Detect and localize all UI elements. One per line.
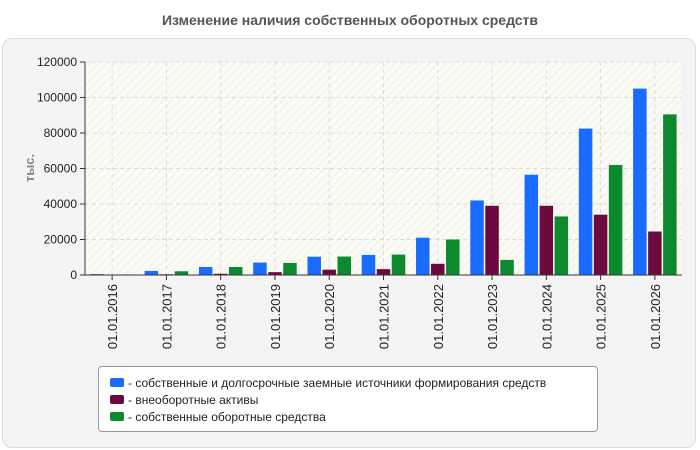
bar-series-3-01.01.2020 <box>337 256 351 275</box>
legend-item: - внеоборотные активы <box>110 391 597 408</box>
bar-series-1-01.01.2024 <box>524 174 539 275</box>
y-axis-label: тыс. <box>22 154 37 182</box>
y-tick-label: 40000 <box>44 197 78 211</box>
legend-item: - собственные и долгосрочные заемные ист… <box>110 374 597 391</box>
x-tick-label: 01.01.2019 <box>268 284 283 349</box>
bar-series-3-01.01.2024 <box>554 216 569 275</box>
bar-series-2-01.01.2025 <box>593 214 608 275</box>
y-tick-label: 20000 <box>44 233 78 247</box>
chart-title: Изменение наличия собственных оборотных … <box>161 12 539 28</box>
bar-series-3-01.01.2023 <box>500 259 514 275</box>
legend-swatch-series-3 <box>110 412 124 421</box>
bar-series-2-01.01.2018 <box>213 273 228 275</box>
legend-label-series-3: - собственные оборотные средства <box>128 409 326 424</box>
y-tick-labels: 0 20000 40000 60000 80000 100000 120000 <box>37 55 85 282</box>
bar-series-3-01.01.2026 <box>663 114 677 275</box>
bar-series-2-01.01.2024 <box>539 205 554 275</box>
bar-series-1-01.01.2023 <box>470 200 484 275</box>
bar-series-2-01.01.2022 <box>431 263 445 275</box>
bar-series-3-01.01.2019 <box>283 262 297 275</box>
bar-series-2-01.01.2019 <box>268 272 282 275</box>
x-tick-label: 01.01.2018 <box>214 284 229 349</box>
bar-series-1-01.01.2026 <box>633 88 647 275</box>
legend-item: - собственные оборотные средства <box>110 408 597 425</box>
x-tick-labels: 01.01.2016 01.01.2017 01.01.2018 01.01.2019… <box>105 275 663 349</box>
bars <box>90 88 677 275</box>
bar-series-1-01.01.2018 <box>198 267 213 275</box>
bar-series-1-01.01.2020 <box>307 256 321 275</box>
bar-series-3-01.01.2025 <box>608 164 623 275</box>
bar-series-2-01.01.2023 <box>485 205 499 275</box>
x-tick-label: 01.01.2026 <box>648 284 663 349</box>
x-tick-label: 01.01.2025 <box>594 284 609 349</box>
legend-label-series-2: - внеоборотные активы <box>128 392 259 407</box>
bar-series-2-01.01.2021 <box>376 269 391 275</box>
bar-series-3-01.01.2021 <box>391 254 406 275</box>
legend: - собственные и долгосрочные заемные ист… <box>98 366 598 432</box>
bar-series-2-01.01.2026 <box>648 231 662 275</box>
x-tick-label: 01.01.2016 <box>105 284 120 349</box>
y-tick-label: 120000 <box>37 55 77 69</box>
bar-series-3-01.01.2017 <box>174 271 189 275</box>
x-tick-label: 01.01.2017 <box>159 284 174 349</box>
legend-swatch-series-2 <box>110 395 124 404</box>
bar-series-1-01.01.2022 <box>416 237 430 275</box>
bar-series-1-01.01.2017 <box>144 270 159 275</box>
x-tick-label: 01.01.2021 <box>377 284 392 349</box>
bar-series-3-01.01.2018 <box>228 267 243 275</box>
bar-series-1-01.01.2025 <box>578 128 593 275</box>
x-tick-label: 01.01.2024 <box>539 284 554 349</box>
x-tick-label: 01.01.2020 <box>322 284 337 349</box>
x-tick-label: 01.01.2022 <box>431 284 446 349</box>
bar-series-3-01.01.2022 <box>446 239 460 275</box>
bar-series-1-01.01.2019 <box>253 262 267 275</box>
y-tick-label: 60000 <box>44 162 78 176</box>
bar-series-2-01.01.2020 <box>322 269 336 275</box>
y-tick-label: 0 <box>70 268 77 282</box>
y-tick-label: 100000 <box>37 91 77 105</box>
legend-swatch-series-1 <box>110 378 124 387</box>
y-tick-label: 80000 <box>44 126 78 140</box>
legend-label-series-1: - собственные и долгосрочные заемные ист… <box>128 375 547 390</box>
bar-series-1-01.01.2021 <box>361 254 376 275</box>
x-tick-label: 01.01.2023 <box>485 284 500 349</box>
